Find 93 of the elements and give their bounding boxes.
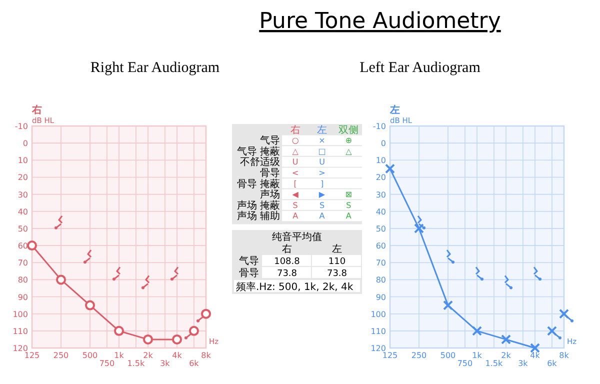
data-label: □ [318, 146, 326, 156]
category-label: 骨导 掩蔽 [236, 178, 280, 190]
category-label: 不舒适级 [240, 157, 280, 168]
category-label: 气导 [260, 136, 280, 147]
x-tick-label: 4k [530, 351, 540, 360]
x-tick-label: 8k [201, 351, 212, 360]
x-tick-label: 2k [143, 351, 154, 360]
category-label: 气导 掩蔽 [236, 146, 280, 158]
y-tick-label: 80 [376, 276, 386, 285]
y-tick-label: -10 [14, 122, 28, 131]
x-tick-label: 1k [114, 351, 124, 360]
y-tick-label: 100 [370, 310, 386, 319]
y-tick-label: -10 [372, 122, 386, 131]
text: 1.5k [485, 359, 504, 368]
text: 750 [99, 359, 115, 368]
y-tick-label: 0 [380, 139, 386, 148]
data-label: U [319, 158, 326, 167]
y-tick-label: 110 [370, 326, 386, 336]
y-tick-label: 20 [18, 173, 28, 182]
y-tick-label: 90 [376, 292, 386, 302]
data-label: [ [294, 179, 297, 188]
data-label: S [346, 200, 352, 210]
text: Pure Tone Audiometry [259, 9, 501, 34]
data-label: U [292, 158, 298, 167]
y-tick-label: 120 [12, 344, 28, 353]
legend-label: 双侧 [338, 124, 359, 136]
category-label: 骨导 [260, 168, 280, 179]
text: 3k [160, 359, 170, 368]
text: 频率.Hz: 500, 1k, 2k, 4k [236, 281, 354, 293]
data-label: ◀ [292, 190, 300, 200]
data-label: ▶ [318, 190, 326, 200]
data-label: 73.8 [326, 269, 348, 279]
data-label: ○ [292, 136, 299, 146]
y-tick-label: 80 [18, 276, 28, 285]
data-label: 73.8 [276, 269, 298, 279]
text: 3k [518, 359, 528, 368]
x-tick-label: 250 [411, 351, 427, 360]
data-label: ] [320, 179, 324, 188]
y-tick-label: 30 [376, 190, 386, 200]
data-label: A [346, 212, 352, 221]
data-label: 110 [328, 257, 346, 267]
data-label: ⊠ [345, 190, 352, 200]
x-tick-label: 250 [53, 351, 69, 360]
y-tick-label: 70 [18, 258, 28, 268]
data-label: S [292, 200, 298, 210]
data-label: A [319, 212, 326, 221]
y-tick-label: 20 [376, 173, 386, 182]
y-tick-label: 30 [18, 190, 28, 200]
data-label: > [318, 168, 326, 178]
data-label: ⊕ [345, 136, 352, 146]
y-tick-label: 10 [18, 156, 28, 166]
legend-label: 左 [317, 124, 327, 136]
y-tick-label: 60 [18, 242, 28, 251]
chart-title: Right Ear Audiogram [90, 60, 220, 76]
y-tick-label: 60 [376, 242, 386, 251]
x-tick-label: 500 [82, 351, 98, 360]
chart-title: Left Ear Audiogram [360, 60, 481, 76]
text: 750 [457, 359, 473, 368]
data-label: A [292, 212, 299, 221]
x-tick-label: 4k [172, 351, 182, 360]
y-tick-label: 100 [12, 310, 28, 319]
data-label: < [292, 168, 299, 178]
category-label: 声场 掩蔽 [236, 200, 280, 212]
x-tick-label: 8k [559, 351, 570, 360]
text: 1.5k [127, 359, 146, 368]
y-tick-label: 120 [370, 344, 386, 353]
text: 6k [547, 359, 558, 368]
y-tick-label: 90 [18, 292, 28, 302]
x-tick-label: 1k [472, 351, 482, 360]
x-tick-label: 125 [24, 351, 40, 360]
y-tick-label: 70 [376, 258, 386, 268]
data-label: △ [292, 146, 300, 156]
y-tick-label: 10 [376, 156, 386, 166]
data-label: S [319, 200, 325, 210]
text: 左 [389, 104, 400, 116]
data-label: × [318, 136, 326, 146]
y-tick-label: 40 [18, 207, 28, 216]
x-tick-label: 500 [440, 351, 456, 360]
category-label: 声场 [260, 190, 280, 201]
category-label: 声场 辅助 [236, 211, 280, 222]
y-tick-label: 0 [22, 139, 28, 148]
text: 6k [189, 359, 200, 368]
chart-title: 纯音平均值 [272, 231, 322, 243]
data-label: △ [346, 146, 353, 156]
x-tick-label: 2k [501, 351, 512, 360]
legend-label: 右 [290, 124, 300, 136]
y-tick-label: 40 [376, 207, 386, 216]
x-tick-label: 125 [382, 351, 398, 360]
y-tick-label: 110 [12, 326, 28, 336]
text: 右 [31, 104, 42, 116]
y-tick-label: 50 [18, 224, 28, 234]
y-tick-label: 50 [376, 224, 386, 234]
data-label: 108.8 [274, 257, 300, 267]
